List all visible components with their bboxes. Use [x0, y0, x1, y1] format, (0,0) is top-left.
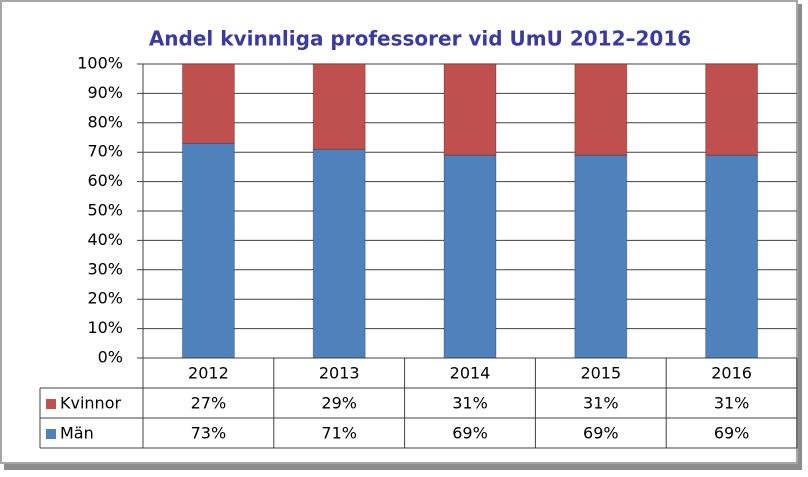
- table-value: 71%: [321, 424, 357, 443]
- bar-segment: [705, 63, 759, 156]
- chart-title: Andel kvinnliga professorer vid UmU 2012…: [149, 27, 691, 51]
- table-value: 29%: [321, 394, 357, 413]
- legend-label: Kvinnor: [60, 394, 121, 413]
- x-tick-label: 2015: [580, 364, 621, 383]
- y-tick-label: 70%: [87, 142, 123, 161]
- bar-segment: [443, 154, 497, 359]
- bar-segment: [312, 63, 366, 150]
- bar-segment: [574, 63, 628, 156]
- x-tick-label: 2016: [711, 364, 752, 383]
- bar-segment: [574, 154, 628, 359]
- bar-segment: [181, 142, 235, 359]
- frame: [0, 0, 798, 464]
- bar-segment: [443, 63, 497, 156]
- table-value: 69%: [452, 424, 488, 443]
- y-tick-label: 30%: [87, 259, 123, 278]
- y-tick-label: 100%: [77, 54, 123, 73]
- y-tick-label: 10%: [87, 318, 123, 337]
- table-value: 31%: [583, 394, 619, 413]
- bar-segment: [705, 154, 759, 359]
- y-tick-label: 0%: [98, 348, 123, 367]
- x-tick-label: 2012: [188, 364, 229, 383]
- y-tick-label: 20%: [87, 289, 123, 308]
- x-tick-label: 2014: [450, 364, 491, 383]
- legend-swatch: [46, 429, 56, 439]
- table-value: 31%: [714, 394, 750, 413]
- y-tick-label: 50%: [87, 201, 123, 220]
- bar-segment: [181, 63, 235, 144]
- table-value: 69%: [583, 424, 619, 443]
- y-tick-label: 90%: [87, 83, 123, 102]
- y-tick-label: 40%: [87, 230, 123, 249]
- legend-swatch: [46, 399, 56, 409]
- y-tick-label: 60%: [87, 171, 123, 190]
- table-value: 31%: [452, 394, 488, 413]
- table-value: 69%: [714, 424, 750, 443]
- bar-segment: [312, 148, 366, 359]
- x-tick-label: 2013: [319, 364, 360, 383]
- y-tick-label: 80%: [87, 112, 123, 131]
- table-value: 27%: [191, 394, 227, 413]
- table-value: 73%: [191, 424, 227, 443]
- legend-label: Män: [60, 424, 94, 443]
